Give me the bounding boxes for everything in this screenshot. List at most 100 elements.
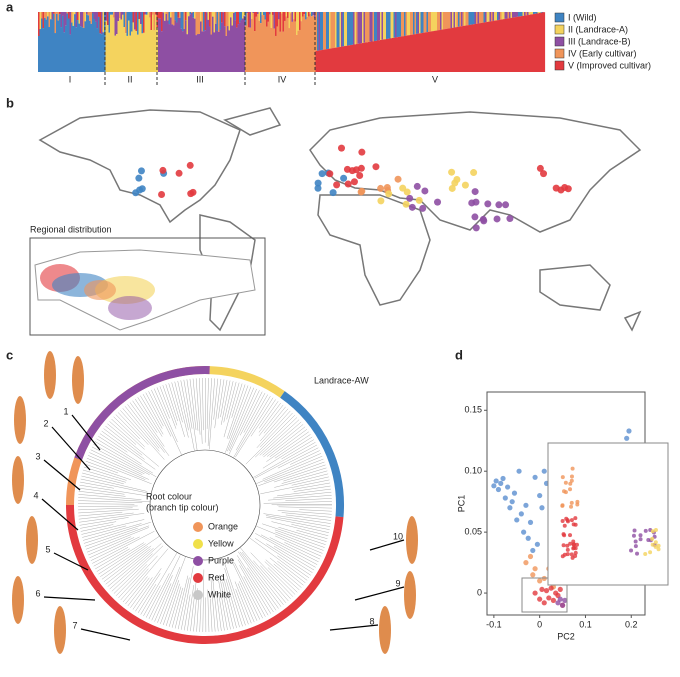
branch — [86, 461, 118, 473]
structure-bar — [523, 12, 525, 16]
structure-bar — [491, 21, 493, 72]
structure-bar — [539, 12, 541, 13]
structure-bar — [232, 26, 234, 72]
structure-bar — [385, 39, 387, 72]
point — [507, 505, 512, 510]
structure-bar — [434, 12, 436, 31]
sample-dot — [561, 184, 568, 191]
structure-bar — [433, 31, 435, 72]
structure-bar — [92, 12, 94, 13]
inset-point — [635, 552, 639, 556]
structure-bar — [116, 34, 118, 72]
point — [558, 597, 563, 602]
sample-dot — [340, 175, 347, 182]
branch — [100, 536, 159, 576]
structure-bar — [239, 12, 241, 22]
structure-bar — [140, 24, 142, 72]
branch — [233, 396, 270, 457]
structure-bar — [437, 12, 439, 30]
structure-bar — [446, 12, 448, 29]
structure-bar — [418, 12, 420, 34]
structure-bar — [310, 12, 312, 14]
branch — [130, 577, 152, 607]
structure-bar — [215, 12, 217, 24]
structure-bar — [383, 39, 385, 72]
structure-bar — [299, 30, 301, 72]
sample-dot — [338, 145, 345, 152]
clade-label: Landrace-AW — [314, 375, 369, 385]
branch — [299, 510, 332, 512]
branch — [78, 504, 134, 505]
structure-bar — [533, 14, 535, 72]
inset-point — [571, 546, 575, 550]
branch — [109, 421, 136, 444]
inset-point — [561, 475, 565, 479]
structure-bar — [256, 12, 258, 17]
structure-bar — [295, 22, 297, 72]
structure-bar — [202, 31, 204, 72]
structure-bar — [97, 28, 99, 72]
structure-bar — [476, 12, 478, 24]
inset-point — [575, 502, 579, 506]
legend-dot — [193, 522, 203, 532]
point — [626, 428, 631, 433]
structure-bar — [350, 12, 352, 45]
structure-bar — [470, 25, 472, 72]
structure-bar — [146, 12, 148, 15]
structure-bar — [305, 12, 307, 19]
branch — [193, 379, 198, 431]
structure-bar — [46, 12, 48, 20]
branch — [286, 515, 331, 521]
inset-point — [570, 518, 574, 522]
structure-bar — [91, 12, 93, 24]
sample-dot — [553, 185, 560, 192]
sample-dot — [471, 213, 478, 220]
structure-bar — [391, 12, 393, 38]
y-tick-label: 0.10 — [464, 466, 482, 476]
inset-point — [654, 540, 658, 544]
structure-bar — [475, 24, 477, 72]
sample-dot — [377, 185, 384, 192]
structure-bar — [61, 12, 63, 27]
structure-bar — [379, 12, 381, 40]
structure-bar — [43, 12, 45, 28]
group-label: V — [432, 74, 438, 84]
structure-bar — [355, 44, 357, 72]
structure-bar — [302, 16, 304, 72]
structure-bar — [82, 27, 84, 72]
branch — [197, 597, 199, 632]
branch — [81, 519, 144, 534]
structure-bar — [386, 12, 388, 39]
point — [624, 436, 629, 441]
inset-point — [569, 505, 573, 509]
structure-bar — [451, 12, 453, 28]
structure-bar — [260, 23, 262, 72]
legend-label: Purple — [208, 555, 234, 565]
point — [500, 476, 505, 481]
structure-bar — [166, 12, 168, 14]
structure-bar — [224, 12, 226, 26]
structure-bar — [497, 12, 499, 20]
structure-bar — [374, 41, 376, 72]
legend-label: I (Wild) — [568, 12, 597, 22]
branch — [152, 575, 173, 620]
structure-bar — [47, 16, 49, 72]
branch — [78, 509, 139, 513]
point — [523, 503, 528, 508]
structure-bar — [170, 17, 172, 72]
point — [549, 586, 554, 591]
branch — [277, 561, 305, 583]
structure-bar — [392, 12, 394, 38]
structure-bar — [265, 20, 267, 72]
structure-bar — [326, 12, 328, 49]
branch — [264, 501, 332, 503]
structure-bar — [52, 20, 54, 72]
structure-bar — [445, 29, 447, 72]
branch — [178, 381, 189, 430]
branch — [259, 403, 281, 432]
structure-bar — [229, 12, 231, 30]
branch — [104, 546, 151, 582]
point — [514, 517, 519, 522]
branch — [256, 526, 322, 553]
